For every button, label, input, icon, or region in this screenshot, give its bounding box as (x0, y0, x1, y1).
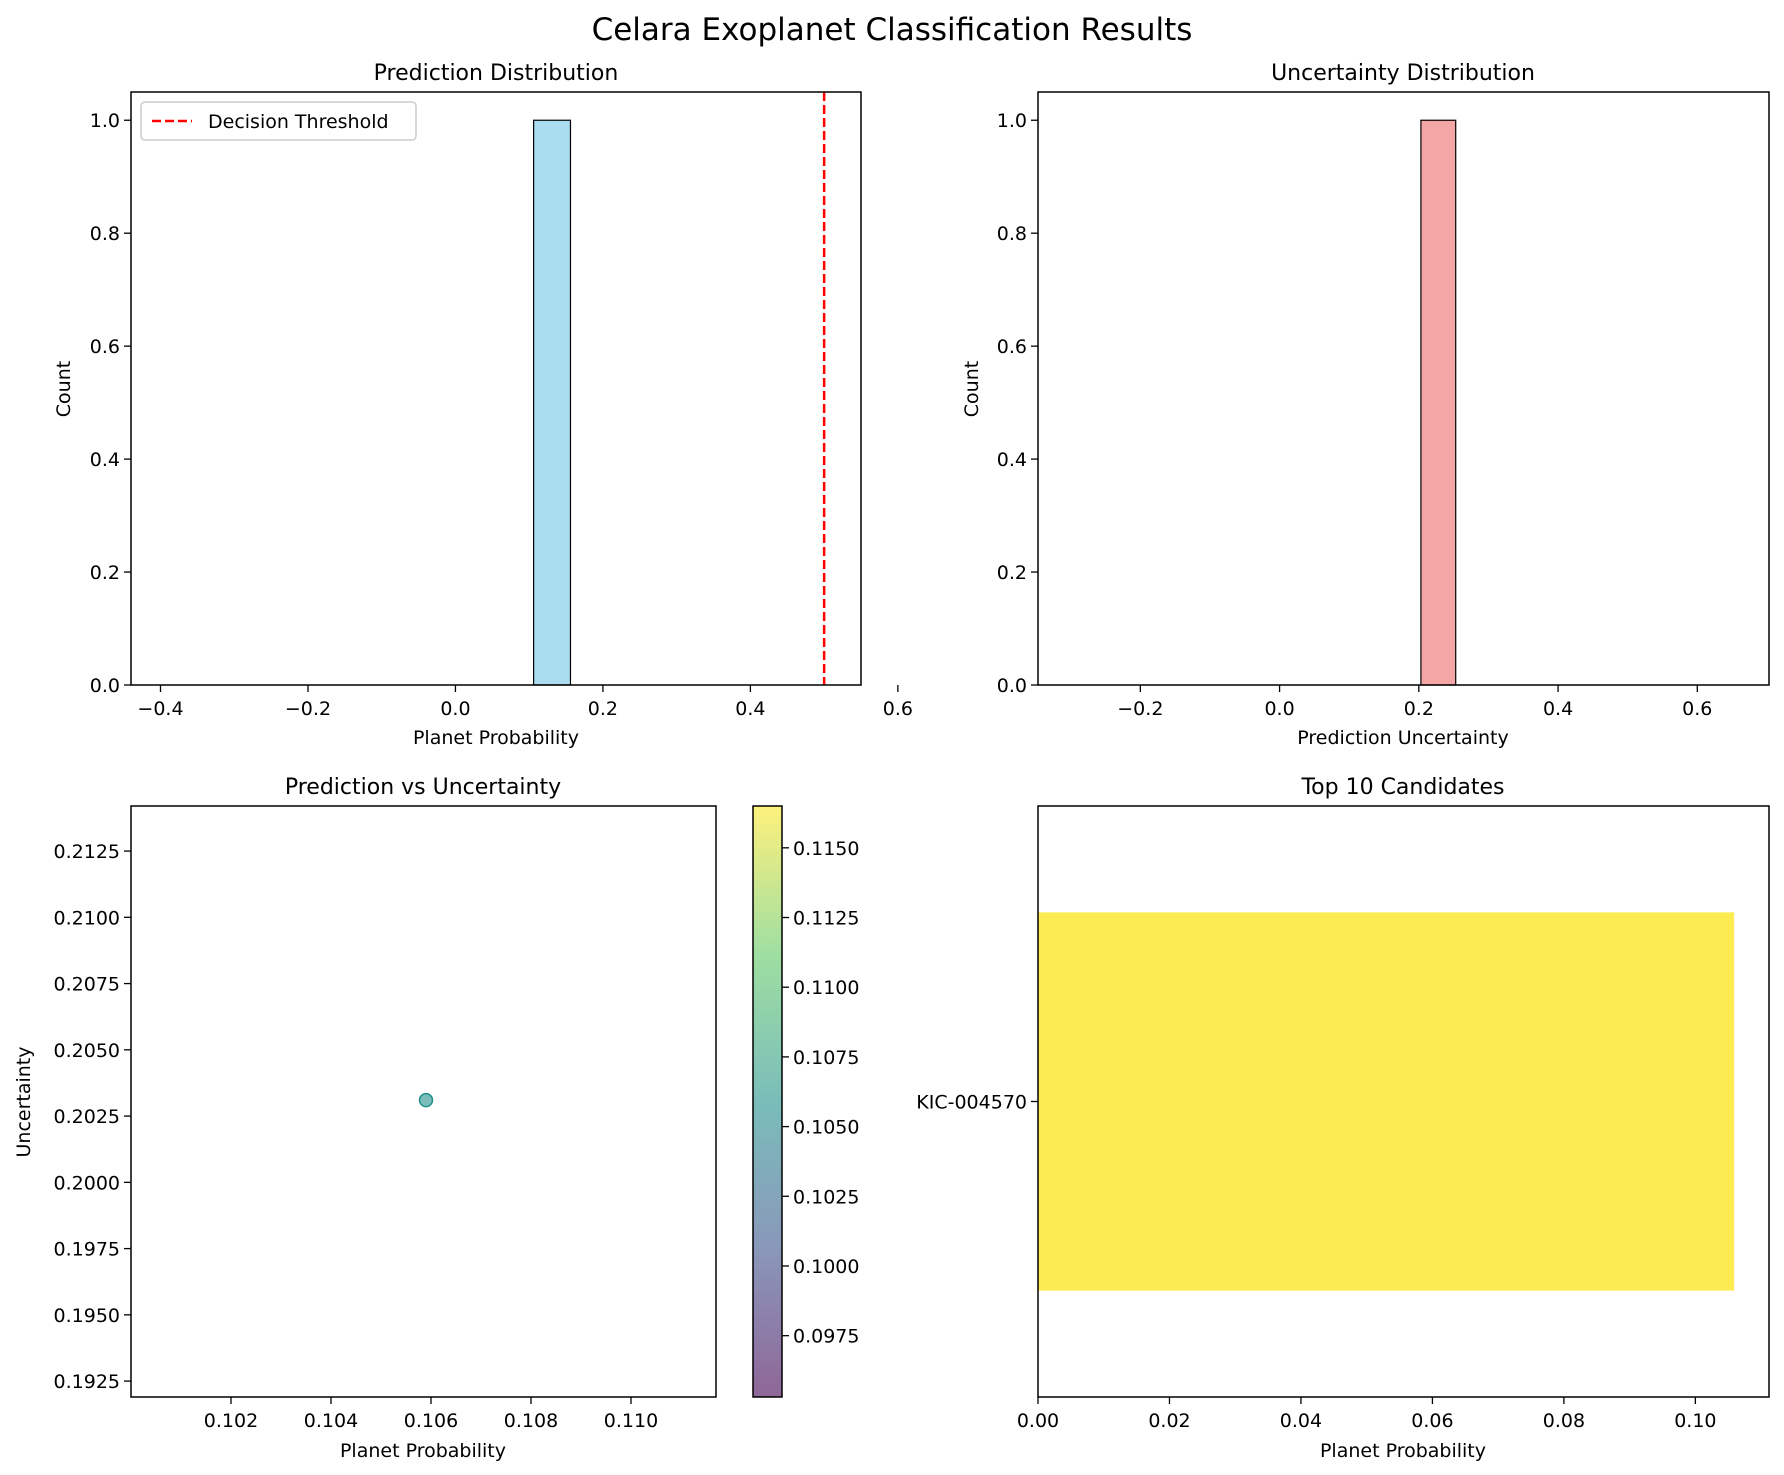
pred-legend-box (140, 101, 417, 141)
pred-xtick-label: −0.2 (285, 698, 331, 720)
pred-xtick-label: 0.2 (588, 698, 618, 720)
top-title: Top 10 Candidates (1300, 775, 1504, 800)
scatter-plot-area: 0.102 0.104 0.106 0.108 0.110 0.1925 0.1950 0.1… (54, 841, 659, 1432)
unc-histogram-bar (1420, 119, 1457, 686)
pred-ylabel: Count (53, 361, 75, 417)
scatter-xtick-label: 0.106 (404, 1410, 458, 1432)
unc-xtick-label: 0.2 (1404, 698, 1434, 720)
scatter-ytick-label: 0.2100 (54, 907, 120, 929)
top-xtick-label: 0.04 (1280, 1410, 1322, 1432)
colorbar-tick-label: 0.0975 (793, 1326, 859, 1348)
colorbar-tick-label: 0.1000 (793, 1256, 859, 1278)
colorbar-tick-label: 0.1150 (793, 838, 859, 860)
scatter-ytick-label: 0.2000 (54, 1172, 120, 1194)
top-axes-frame (1037, 805, 1770, 1398)
scatter-axes-frame (130, 805, 717, 1398)
colorbar-ticks: 0.0975 0.1000 0.1025 0.1050 0.1075 0.1100 0.11… (782, 838, 859, 1348)
top-category-label: KIC-004570 (916, 1092, 1027, 1114)
pred-histogram-bar (533, 119, 572, 686)
figure-title: Celara Exoplanet Classification Results (592, 12, 1193, 48)
pred-ytick-label: 0.2 (90, 562, 120, 584)
scatter-title: Prediction vs Uncertainty (285, 775, 561, 800)
scatter-xtick-label: 0.108 (504, 1410, 558, 1432)
colorbar-gradient (752, 805, 783, 1398)
uncertainty-distribution-panel: −0.2 0.0 0.2 0.4 0.6 0.0 0.2 0.4 0.6 0.8 1.0 Uncer… (961, 61, 1770, 749)
pred-ytick-label: 0.0 (90, 675, 120, 697)
unc-ytick-label: 0.0 (997, 675, 1027, 697)
colorbar-tick-label: 0.1075 (793, 1047, 859, 1069)
unc-ytick-label: 0.4 (997, 449, 1027, 471)
scatter-ytick-label: 0.1975 (54, 1239, 120, 1261)
colorbar-tick-label: 0.1050 (793, 1117, 859, 1139)
scatter-ytick-label: 0.2050 (54, 1040, 120, 1062)
unc-axes-frame (1037, 91, 1770, 686)
unc-xtick-label: −0.2 (1117, 698, 1163, 720)
top-xtick-label: 0.00 (1017, 1410, 1059, 1432)
top-xtick-label: 0.10 (1674, 1410, 1716, 1432)
unc-xtick-label: 0.6 (1682, 698, 1712, 720)
unc-title: Uncertainty Distribution (1271, 61, 1535, 86)
scatter-ytick-label: 0.2125 (54, 841, 120, 863)
prediction-vs-uncertainty-panel: 0.102 0.104 0.106 0.108 0.110 0.1925 0.1950 0.1… (13, 775, 859, 1462)
scatter-ytick-label: 0.2025 (54, 1106, 120, 1128)
scatter-ytick-label: 0.2075 (54, 974, 120, 996)
scatter-point (418, 1092, 434, 1108)
unc-xlabel: Prediction Uncertainty (1297, 727, 1508, 749)
unc-ytick-label: 0.2 (997, 562, 1027, 584)
pred-xlabel: Planet Probability (413, 727, 579, 749)
unc-xtick-label: 0.4 (1543, 698, 1573, 720)
pred-ytick-label: 0.8 (90, 223, 120, 245)
top-candidate-bar (1038, 912, 1735, 1291)
pred-plot-area: −0.4 −0.2 0.0 0.2 0.4 0.6 0.0 0.2 0.4 0.6 0.8 1.0 (90, 92, 913, 720)
pred-ytick-label: 0.4 (90, 449, 120, 471)
pred-ytick-label: 0.6 (90, 336, 120, 358)
unc-xtick-label: 0.0 (1264, 698, 1294, 720)
unc-ylabel: Count (961, 361, 983, 417)
pred-legend-label: Decision Threshold (208, 111, 389, 133)
colorbar-tick-label: 0.1025 (793, 1186, 859, 1208)
unc-ytick-label: 0.6 (997, 336, 1027, 358)
pred-xtick-label: 0.4 (735, 698, 765, 720)
colorbar-tick-label: 0.1125 (793, 908, 859, 930)
top-xlabel: Planet Probability (1320, 1440, 1486, 1462)
pred-title: Prediction Distribution (374, 61, 619, 86)
pred-xtick-label: 0.0 (440, 698, 470, 720)
top-candidates-panel: KIC-004570 0.00 0.02 0.04 0.06 0.08 0.10 Top 1… (916, 775, 1770, 1462)
unc-ytick-label: 0.8 (997, 223, 1027, 245)
pred-legend: Decision Threshold (140, 101, 417, 141)
scatter-ytick-label: 0.1950 (54, 1305, 120, 1327)
unc-ytick-label: 1.0 (997, 110, 1027, 132)
pred-ytick-label: 1.0 (90, 110, 120, 132)
scatter-xtick-label: 0.104 (304, 1410, 358, 1432)
scatter-xtick-label: 0.110 (604, 1410, 658, 1432)
colorbar: 0.0975 0.1000 0.1025 0.1050 0.1075 0.1100 0.11… (752, 805, 859, 1398)
top-xtick-label: 0.02 (1148, 1410, 1190, 1432)
pred-xtick-label: −0.4 (137, 698, 183, 720)
pred-axes-frame (130, 91, 862, 686)
pred-xtick-label: 0.6 (883, 698, 913, 720)
unc-plot-area: −0.2 0.0 0.2 0.4 0.6 0.0 0.2 0.4 0.6 0.8 1.0 (997, 110, 1769, 720)
scatter-xlabel: Planet Probability (340, 1440, 506, 1462)
colorbar-tick-label: 0.1100 (793, 977, 859, 999)
scatter-ylabel: Uncertainty (13, 1046, 35, 1157)
scatter-xtick-label: 0.102 (204, 1410, 258, 1432)
scatter-ytick-label: 0.1925 (54, 1371, 120, 1393)
top-xtick-label: 0.08 (1543, 1410, 1585, 1432)
top-xtick-label: 0.06 (1411, 1410, 1453, 1432)
prediction-distribution-panel: −0.4 −0.2 0.0 0.2 0.4 0.6 0.0 0.2 0.4 0.6 0.8 1.0 P… (53, 61, 913, 749)
top-plot-area: KIC-004570 0.00 0.02 0.04 0.06 0.08 0.10 (916, 912, 1735, 1432)
